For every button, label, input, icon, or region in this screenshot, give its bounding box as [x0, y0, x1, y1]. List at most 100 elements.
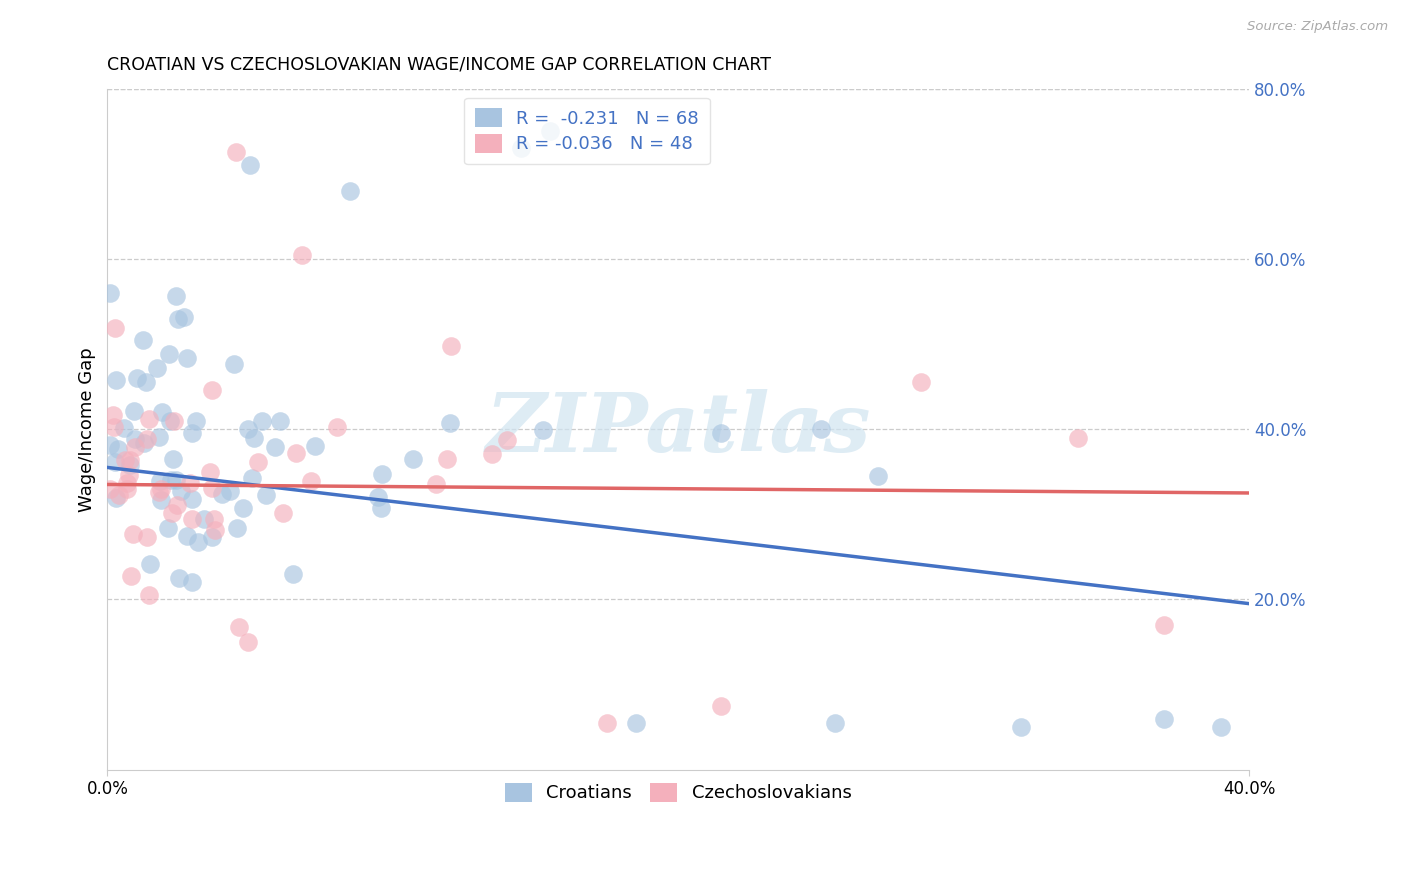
Point: [150, 405, 173, 419]
Point: [440, 339, 463, 353]
Point: [254, 488, 277, 502]
Point: [114, 453, 136, 467]
Point: [132, 333, 155, 347]
Point: [180, 492, 202, 507]
Point: [138, 411, 160, 425]
Point: [290, 247, 312, 261]
Point: [283, 567, 305, 582]
Point: [496, 434, 519, 448]
Point: [481, 447, 503, 461]
Point: [367, 490, 389, 504]
Point: [148, 430, 170, 444]
Point: [204, 523, 226, 537]
Point: [162, 452, 184, 467]
Point: [824, 715, 846, 730]
Point: [201, 383, 224, 397]
Point: [149, 482, 172, 496]
Point: [868, 469, 890, 483]
Point: [98, 483, 121, 497]
Point: [134, 435, 156, 450]
Point: [226, 520, 249, 534]
Point: [246, 455, 269, 469]
Point: [222, 357, 245, 371]
Point: [181, 425, 204, 440]
Point: [160, 473, 183, 487]
Point: [425, 477, 447, 491]
Point: [187, 535, 209, 549]
Point: [120, 453, 142, 467]
Point: [436, 452, 458, 467]
Point: [710, 426, 733, 441]
Point: [179, 475, 201, 490]
Point: [108, 488, 131, 502]
Point: [118, 467, 141, 482]
Point: [103, 419, 125, 434]
Point: [135, 530, 157, 544]
Point: [269, 414, 291, 428]
Point: [218, 484, 240, 499]
Point: [159, 415, 181, 429]
Point: [402, 451, 425, 466]
Point: [193, 512, 215, 526]
Point: [104, 320, 127, 334]
Point: [176, 351, 198, 365]
Point: [160, 507, 183, 521]
Point: [371, 467, 394, 481]
Point: [115, 482, 138, 496]
Point: [165, 289, 187, 303]
Point: [173, 310, 195, 324]
Point: [236, 635, 259, 649]
Point: [232, 501, 254, 516]
Point: [370, 501, 392, 516]
Point: [710, 698, 733, 713]
Point: [124, 432, 146, 446]
Point: [1209, 720, 1232, 734]
Point: [228, 619, 250, 633]
Point: [98, 286, 121, 301]
Point: [299, 474, 322, 488]
Point: [135, 376, 157, 390]
Point: [181, 512, 204, 526]
Text: ZIPatlas: ZIPatlas: [485, 389, 872, 469]
Point: [176, 529, 198, 543]
Point: [169, 570, 191, 584]
Point: [198, 465, 221, 479]
Point: [166, 498, 188, 512]
Point: [810, 422, 832, 436]
Point: [157, 347, 180, 361]
Point: [138, 588, 160, 602]
Point: [120, 458, 142, 472]
Point: [1153, 712, 1175, 726]
Point: [104, 455, 127, 469]
Point: [98, 438, 121, 452]
Point: [105, 491, 128, 505]
Point: [104, 373, 127, 387]
Point: [124, 441, 146, 455]
Point: [1010, 720, 1032, 734]
Text: Source: ZipAtlas.com: Source: ZipAtlas.com: [1247, 20, 1388, 33]
Point: [538, 124, 561, 138]
Point: [157, 521, 180, 535]
Point: [510, 141, 533, 155]
Point: [250, 414, 273, 428]
Point: [149, 474, 172, 488]
Point: [243, 432, 266, 446]
Point: [225, 145, 247, 160]
Point: [112, 421, 135, 435]
Point: [122, 404, 145, 418]
Point: [135, 432, 157, 446]
Point: [326, 420, 349, 434]
Point: [910, 376, 932, 390]
Point: [596, 715, 619, 730]
Point: [1153, 618, 1175, 632]
Point: [127, 370, 149, 384]
Point: [201, 530, 224, 544]
Point: [285, 446, 308, 460]
Point: [201, 481, 224, 495]
Point: [107, 442, 129, 457]
Point: [239, 158, 262, 172]
Point: [211, 487, 233, 501]
Point: [531, 423, 554, 437]
Point: [184, 414, 207, 428]
Point: [202, 512, 225, 526]
